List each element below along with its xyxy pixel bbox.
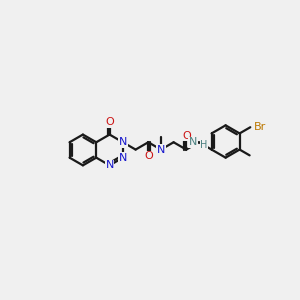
Text: N: N [105,160,114,170]
Text: N: N [157,145,165,154]
Text: N: N [189,137,197,147]
Text: O: O [144,151,153,161]
Text: O: O [105,117,114,127]
Text: O: O [182,130,190,141]
Text: N: N [119,153,127,163]
Text: N: N [119,137,127,147]
Text: Br: Br [254,122,266,132]
Text: H: H [200,140,208,150]
